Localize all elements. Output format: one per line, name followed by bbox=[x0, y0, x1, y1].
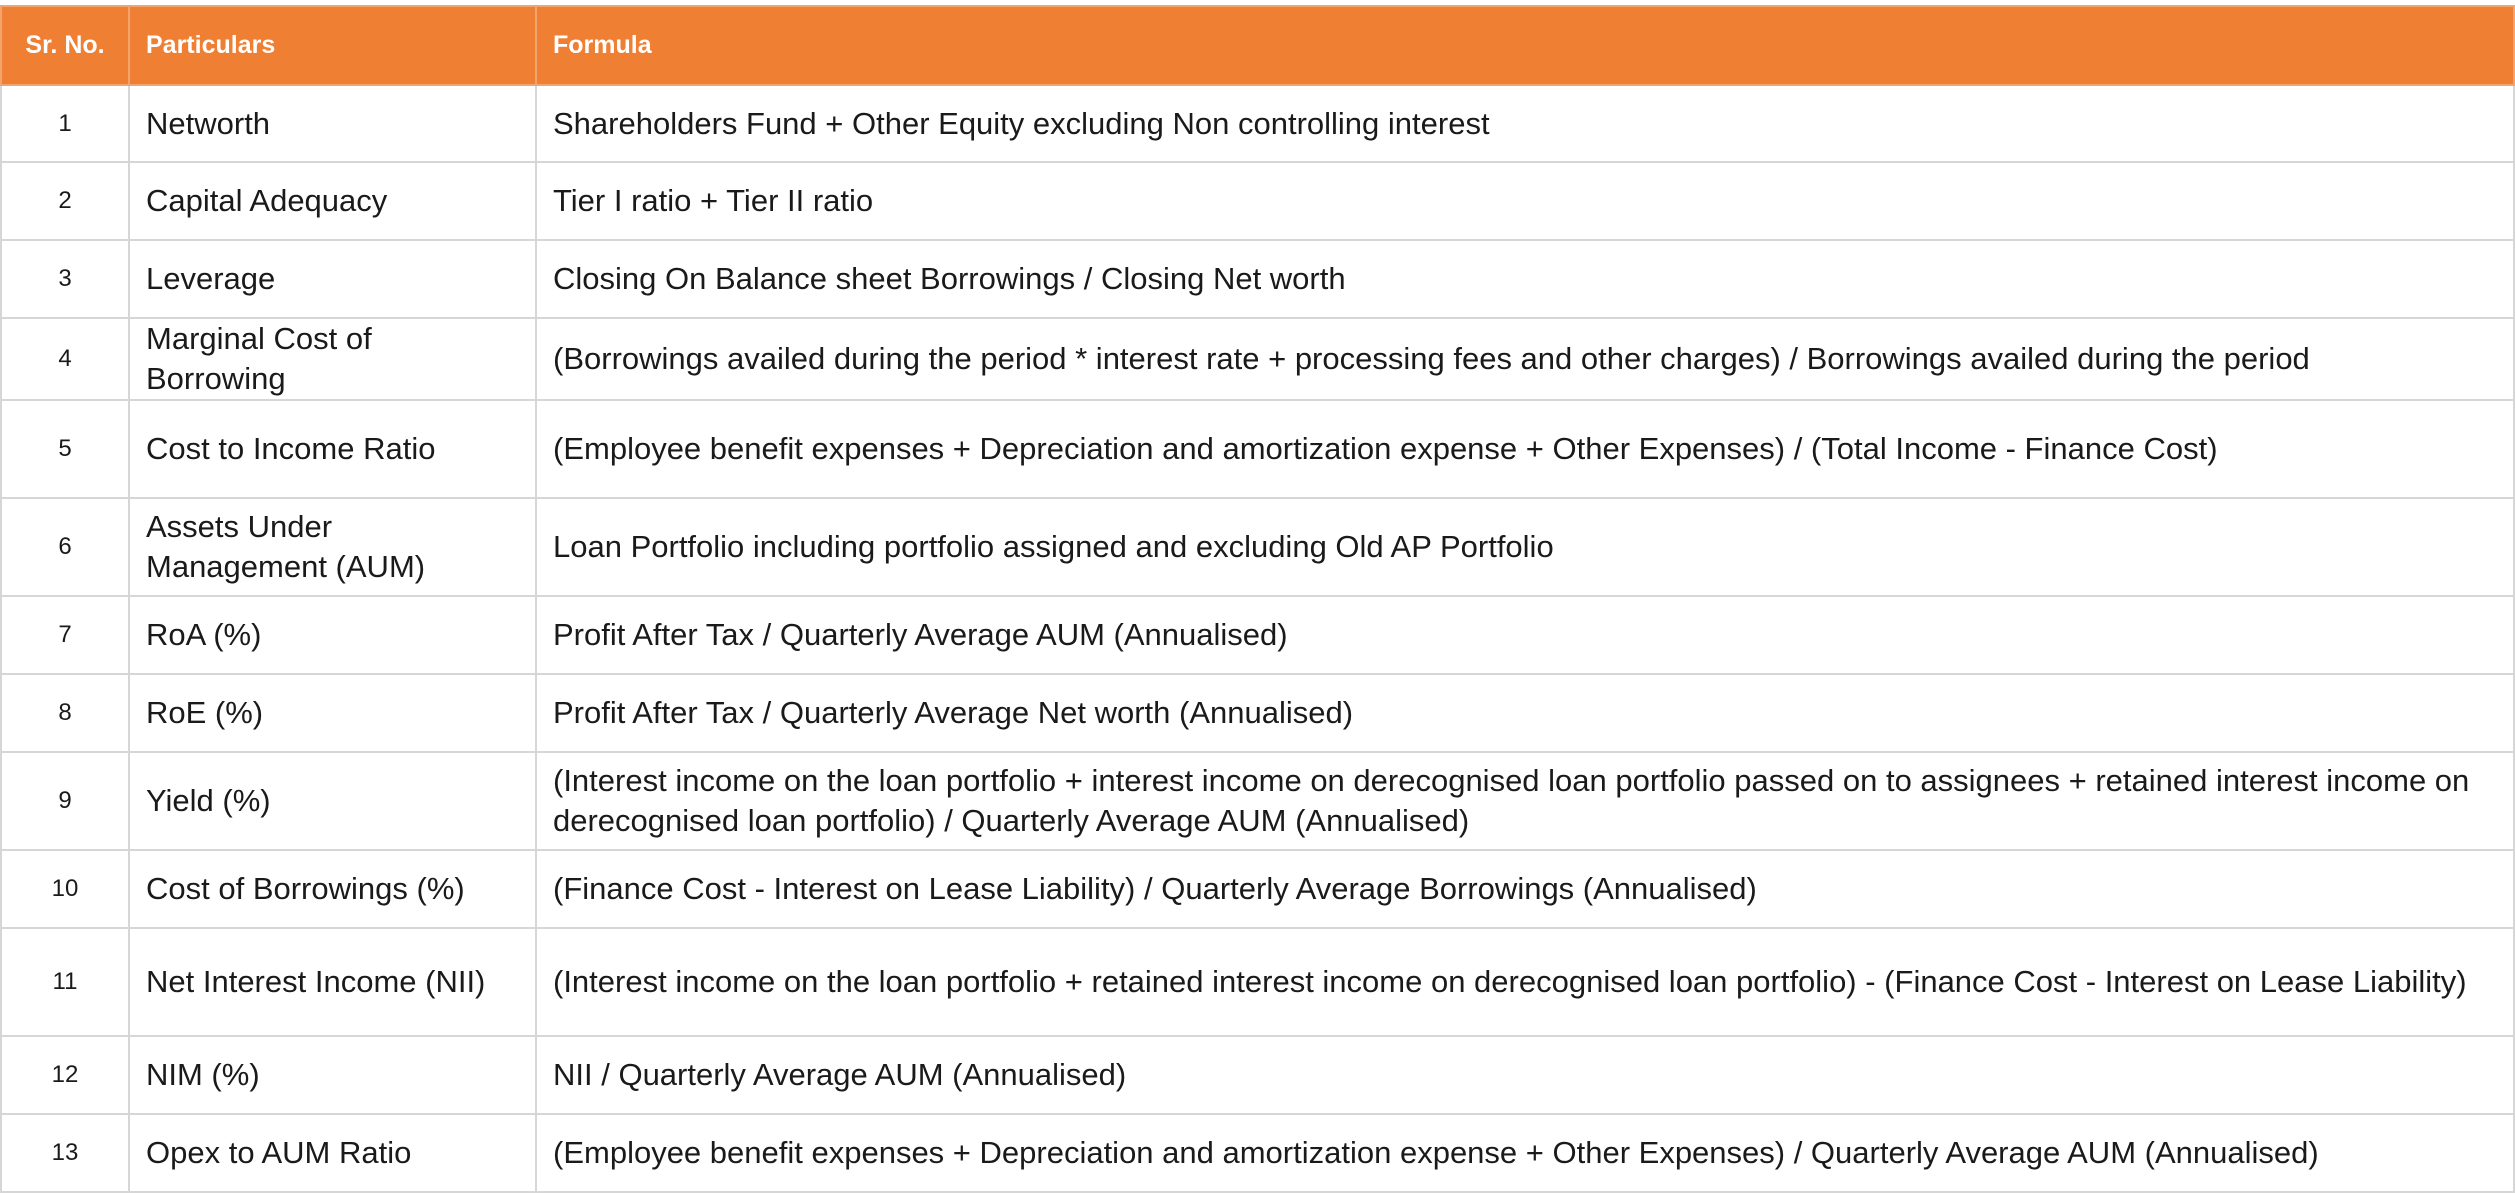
formula-cell: Tier I ratio + Tier II ratio bbox=[535, 161, 2515, 241]
sr-no-cell: 1 bbox=[0, 84, 130, 163]
sr-no-cell: 2 bbox=[0, 161, 130, 241]
sr-no-cell: 12 bbox=[0, 1035, 130, 1115]
formula-cell: (Finance Cost - Interest on Lease Liabil… bbox=[535, 849, 2515, 929]
column-header-formula: Formula bbox=[535, 5, 2515, 86]
column-header-sr-no: Sr. No. bbox=[0, 5, 130, 86]
particular-cell: Opex to AUM Ratio bbox=[128, 1113, 537, 1193]
table-row: 1 Networth Shareholders Fund + Other Equ… bbox=[0, 84, 2515, 163]
table-row: 12 NIM (%) NII / Quarterly Average AUM (… bbox=[0, 1035, 2515, 1115]
table-row: 5 Cost to Income Ratio (Employee benefit… bbox=[0, 399, 2515, 499]
particular-cell: Capital Adequacy bbox=[128, 161, 537, 241]
formula-cell: NII / Quarterly Average AUM (Annualised) bbox=[535, 1035, 2515, 1115]
formula-cell: (Interest income on the loan portfolio +… bbox=[535, 751, 2515, 851]
sr-no-cell: 11 bbox=[0, 927, 130, 1037]
particular-cell: Marginal Cost of Borrowing bbox=[128, 317, 537, 401]
formula-cell: (Borrowings availed during the period * … bbox=[535, 317, 2515, 401]
table-row: 10 Cost of Borrowings (%) (Finance Cost … bbox=[0, 849, 2515, 929]
sr-no-cell: 13 bbox=[0, 1113, 130, 1193]
particular-cell: RoA (%) bbox=[128, 595, 537, 675]
formula-cell: Closing On Balance sheet Borrowings / Cl… bbox=[535, 239, 2515, 319]
particular-cell: Assets Under Management (AUM) bbox=[128, 497, 537, 597]
particular-cell: Networth bbox=[128, 84, 537, 163]
formula-cell: Profit After Tax / Quarterly Average AUM… bbox=[535, 595, 2515, 675]
sr-no-cell: 3 bbox=[0, 239, 130, 319]
table-row: 9 Yield (%) (Interest income on the loan… bbox=[0, 751, 2515, 851]
ratio-definitions-table: Sr. No. Particulars Formula 1 Networth S… bbox=[0, 5, 2515, 1193]
table-row: 8 RoE (%) Profit After Tax / Quarterly A… bbox=[0, 673, 2515, 753]
formula-cell: Shareholders Fund + Other Equity excludi… bbox=[535, 84, 2515, 163]
particular-cell: RoE (%) bbox=[128, 673, 537, 753]
table-row: 2 Capital Adequacy Tier I ratio + Tier I… bbox=[0, 161, 2515, 241]
table-row: 4 Marginal Cost of Borrowing (Borrowings… bbox=[0, 317, 2515, 401]
sr-no-cell: 6 bbox=[0, 497, 130, 597]
particular-cell: Yield (%) bbox=[128, 751, 537, 851]
table-header-row: Sr. No. Particulars Formula bbox=[0, 5, 2515, 86]
table-row: 11 Net Interest Income (NII) (Interest i… bbox=[0, 927, 2515, 1037]
formula-cell: (Employee benefit expenses + Depreciatio… bbox=[535, 1113, 2515, 1193]
sr-no-cell: 4 bbox=[0, 317, 130, 401]
particular-cell: NIM (%) bbox=[128, 1035, 537, 1115]
particular-cell: Net Interest Income (NII) bbox=[128, 927, 537, 1037]
table-row: 13 Opex to AUM Ratio (Employee benefit e… bbox=[0, 1113, 2515, 1193]
sr-no-cell: 7 bbox=[0, 595, 130, 675]
formula-cell: (Employee benefit expenses + Depreciatio… bbox=[535, 399, 2515, 499]
sr-no-cell: 8 bbox=[0, 673, 130, 753]
table-row: 6 Assets Under Management (AUM) Loan Por… bbox=[0, 497, 2515, 597]
sr-no-cell: 9 bbox=[0, 751, 130, 851]
formula-cell: Profit After Tax / Quarterly Average Net… bbox=[535, 673, 2515, 753]
sr-no-cell: 10 bbox=[0, 849, 130, 929]
column-header-particulars: Particulars bbox=[128, 5, 537, 86]
formula-cell: (Interest income on the loan portfolio +… bbox=[535, 927, 2515, 1037]
table-row: 7 RoA (%) Profit After Tax / Quarterly A… bbox=[0, 595, 2515, 675]
sr-no-cell: 5 bbox=[0, 399, 130, 499]
particular-cell: Cost to Income Ratio bbox=[128, 399, 537, 499]
particular-cell: Leverage bbox=[128, 239, 537, 319]
table-row: 3 Leverage Closing On Balance sheet Borr… bbox=[0, 239, 2515, 319]
particular-cell: Cost of Borrowings (%) bbox=[128, 849, 537, 929]
formula-cell: Loan Portfolio including portfolio assig… bbox=[535, 497, 2515, 597]
